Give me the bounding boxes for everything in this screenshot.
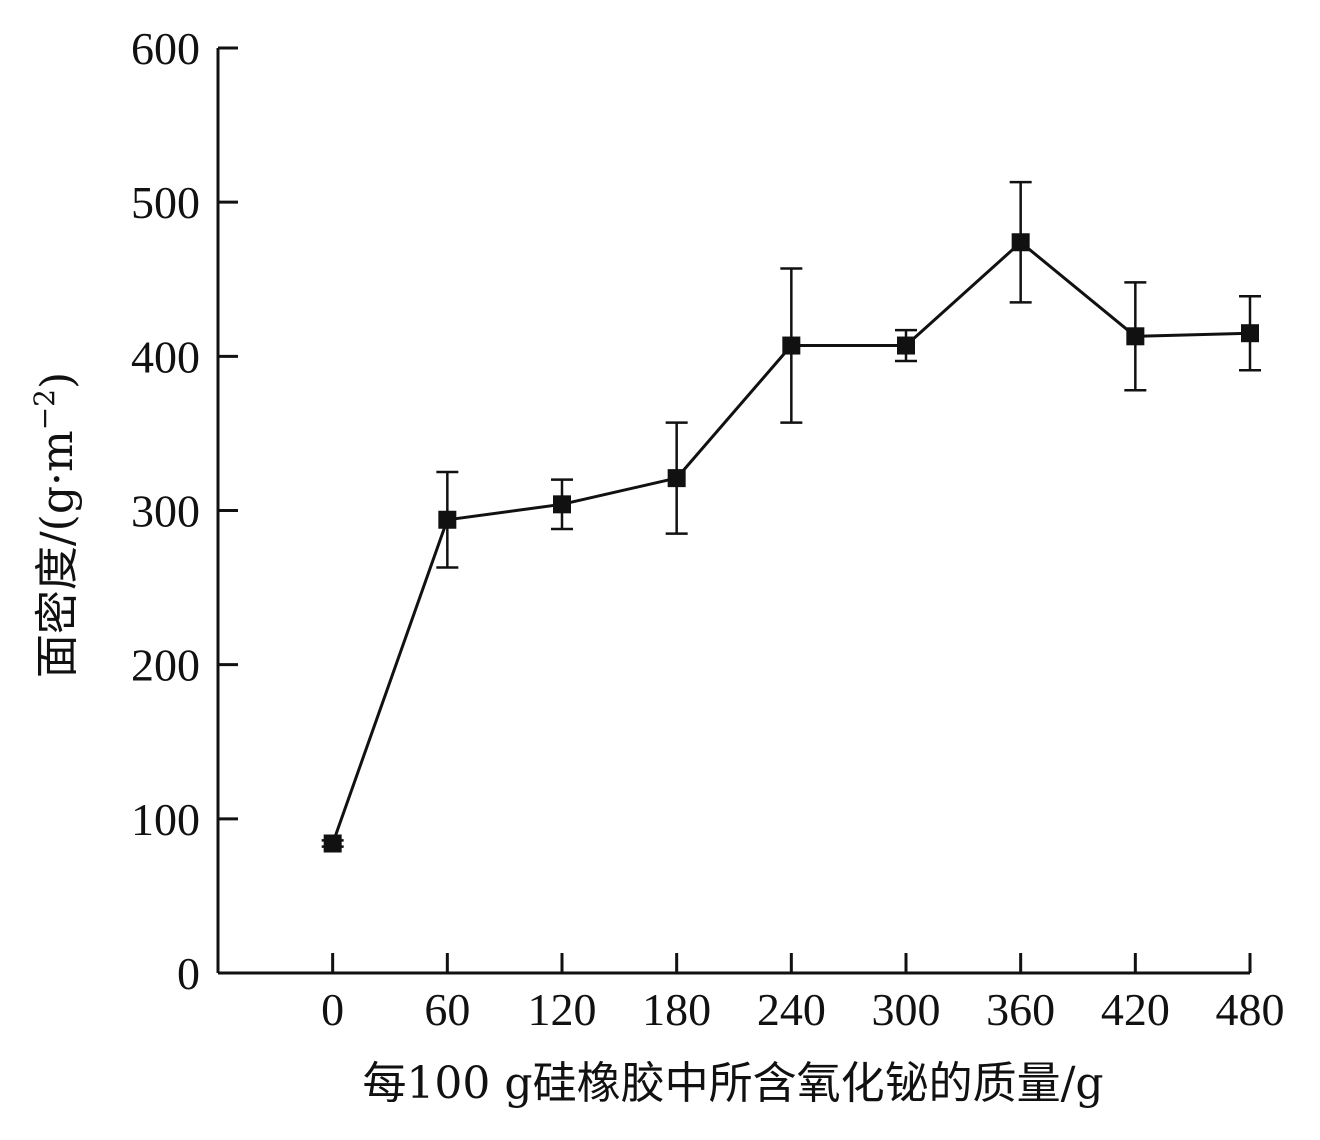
data-series xyxy=(323,233,1259,853)
y-axis-title-main: 面密度/(g·m xyxy=(32,430,83,678)
data-point xyxy=(897,336,915,355)
y-axis-title-close: ) xyxy=(32,372,83,389)
y-axis-title: 面密度/(g·m−2) xyxy=(28,372,83,678)
x-tick-label: 240 xyxy=(757,984,826,1035)
axes xyxy=(216,48,1250,975)
x-tick-label: 420 xyxy=(1101,984,1170,1035)
data-point xyxy=(438,510,457,529)
y-tick-label: 600 xyxy=(131,23,200,74)
y-axis-title-exponent: −2 xyxy=(28,389,61,430)
y-tick-label: 400 xyxy=(131,331,200,382)
data-point xyxy=(323,834,342,853)
x-tick-label: 60 xyxy=(424,984,470,1035)
data-point xyxy=(782,336,801,355)
y-tick-label: 300 xyxy=(131,486,200,537)
y-tick-label: 200 xyxy=(131,640,200,691)
y-tick-label: 100 xyxy=(131,794,200,845)
x-tick-label: 480 xyxy=(1216,984,1285,1035)
x-tick-label: 360 xyxy=(986,984,1055,1035)
x-tick-label: 180 xyxy=(642,984,711,1035)
data-point xyxy=(1126,327,1145,346)
error-bars xyxy=(321,180,1261,848)
x-tick-label: 300 xyxy=(872,984,941,1035)
data-point xyxy=(553,495,571,514)
data-point xyxy=(1241,324,1259,343)
ticks: 0 100 200 300 400 500 600 0 60 120 180 240 300 360 420… xyxy=(131,23,1285,1035)
y-tick-label: 500 xyxy=(131,177,200,228)
x-tick-label: 0 xyxy=(321,984,344,1035)
data-point xyxy=(1011,233,1030,252)
data-point xyxy=(667,469,686,488)
x-axis-title: 每100 g硅橡胶中所含氧化铋的质量/g xyxy=(362,1058,1103,1109)
y-tick-label: 0 xyxy=(177,948,200,999)
x-tick-label: 120 xyxy=(528,984,597,1035)
